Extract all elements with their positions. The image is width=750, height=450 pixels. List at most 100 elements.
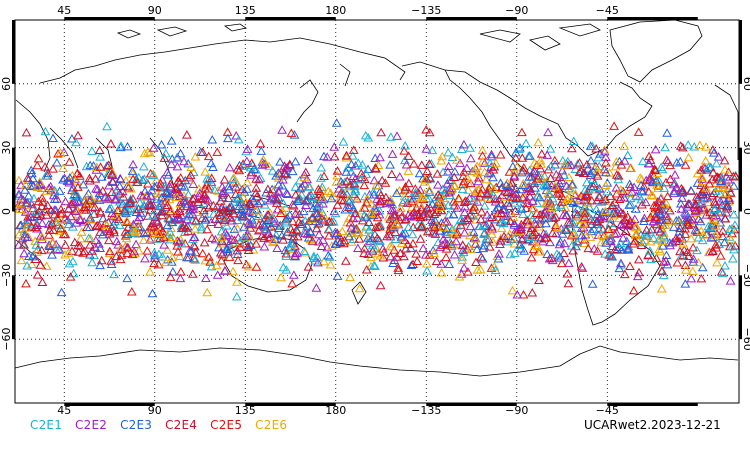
- obs-point-c2e1: [363, 132, 374, 142]
- obs-point-c2e6: [31, 247, 42, 256]
- obs-point-c2e1: [355, 174, 365, 184]
- obs-point-c2e1: [49, 185, 60, 195]
- obs-point-c2e6: [346, 237, 357, 246]
- obs-point-c2e6: [570, 189, 581, 198]
- obs-point-c2e5: [251, 239, 262, 248]
- obs-point-c2e5: [287, 216, 298, 226]
- obs-point-c2e4: [536, 149, 547, 158]
- obs-point-c2e6: [172, 192, 182, 202]
- obs-point-c2e5: [145, 168, 156, 178]
- obs-point-c2e1: [165, 234, 176, 244]
- obs-point-c2e5: [33, 196, 44, 206]
- obs-point-c2e3: [346, 200, 357, 210]
- obs-point-c2e5: [107, 187, 117, 197]
- obs-point-c2e1: [330, 208, 341, 218]
- obs-point-c2e2: [314, 236, 324, 246]
- obs-point-c2e5: [286, 128, 297, 137]
- obs-point-c2e2: [227, 215, 237, 225]
- obs-point-c2e5: [142, 246, 153, 255]
- obs-point-c2e5: [715, 251, 726, 260]
- obs-point-c2e3: [242, 184, 252, 193]
- obs-point-c2e4: [386, 169, 397, 178]
- obs-point-c2e1: [545, 144, 556, 153]
- obs-point-c2e6: [14, 229, 24, 239]
- obs-point-c2e3: [122, 273, 133, 283]
- obs-point-c2e6: [472, 161, 483, 170]
- obs-point-c2e5: [291, 225, 302, 234]
- obs-point-c2e6: [477, 156, 488, 166]
- obs-point-c2e2: [512, 290, 523, 299]
- obs-point-c2e3: [662, 128, 672, 137]
- obs-point-c2e2: [486, 149, 497, 159]
- obs-point-c2e2: [111, 236, 122, 246]
- obs-point-c2e1: [605, 233, 615, 243]
- obs-point-c2e3: [729, 181, 739, 190]
- obs-point-c2e6: [435, 202, 446, 211]
- obs-point-c2e1: [315, 173, 326, 182]
- obs-point-c2e1: [540, 181, 551, 191]
- obs-point-c2e4: [433, 190, 444, 199]
- obs-point-c2e5: [410, 184, 421, 193]
- obs-point-c2e3: [223, 133, 233, 143]
- obs-point-c2e4: [187, 194, 198, 203]
- obs-point-c2e5: [60, 229, 71, 239]
- obs-point-c2e1: [54, 245, 64, 255]
- obs-point-c2e3: [252, 204, 262, 214]
- obs-point-c2e5: [665, 174, 676, 183]
- obs-point-c2e1: [485, 158, 495, 168]
- obs-point-c2e6: [153, 228, 164, 238]
- obs-point-c2e1: [238, 161, 249, 170]
- obs-point-c2e4: [618, 186, 628, 195]
- obs-point-c2e2: [481, 189, 492, 199]
- obs-point-c2e4: [561, 225, 572, 234]
- obs-point-c2e2: [290, 248, 301, 258]
- obs-point-c2e2: [217, 249, 228, 259]
- obs-point-c2e5: [638, 181, 649, 191]
- obs-point-c2e5: [103, 235, 114, 245]
- obs-point-c2e6: [665, 216, 676, 226]
- obs-point-c2e5: [359, 180, 370, 190]
- obs-point-c2e2: [224, 162, 235, 172]
- obs-point-c2e3: [330, 238, 341, 248]
- obs-point-c2e1: [348, 234, 359, 244]
- obs-point-c2e2: [166, 159, 177, 169]
- obs-point-c2e2: [698, 202, 708, 212]
- obs-point-c2e1: [165, 227, 175, 237]
- obs-point-c2e5: [212, 147, 223, 156]
- obs-point-c2e2: [436, 259, 447, 268]
- obs-point-c2e4: [677, 185, 688, 194]
- obs-point-c2e6: [399, 191, 410, 201]
- obs-point-c2e6: [703, 247, 714, 257]
- obs-point-c2e3: [318, 194, 329, 204]
- obs-point-c2e6: [577, 214, 587, 224]
- obs-point-c2e2: [650, 144, 661, 154]
- obs-point-c2e6: [615, 185, 626, 194]
- obs-point-c2e4: [707, 174, 718, 184]
- obs-point-c2e1: [152, 234, 162, 243]
- obs-point-c2e5: [21, 278, 31, 288]
- obs-point-c2e4: [505, 216, 516, 225]
- obs-point-c2e6: [232, 223, 243, 233]
- obs-point-c2e4: [629, 236, 640, 245]
- obs-point-c2e2: [558, 210, 569, 220]
- obs-point-c2e6: [162, 245, 173, 254]
- obs-point-c2e4: [81, 205, 92, 214]
- obs-point-c2e4: [545, 173, 556, 182]
- obs-point-c2e4: [634, 267, 644, 277]
- obs-point-c2e1: [559, 170, 569, 179]
- obs-point-c2e5: [23, 217, 34, 226]
- obs-point-c2e2: [74, 214, 85, 224]
- obs-point-c2e5: [437, 240, 448, 249]
- obs-point-c2e1: [196, 222, 207, 231]
- obs-point-c2e6: [14, 175, 24, 185]
- obs-point-c2e2: [273, 187, 284, 197]
- obs-point-c2e4: [329, 151, 340, 161]
- obs-point-c2e3: [122, 141, 133, 151]
- obs-point-c2e5: [645, 212, 656, 221]
- obs-point-c2e4: [547, 228, 558, 237]
- obs-point-c2e4: [526, 186, 536, 196]
- obs-point-c2e2: [459, 139, 469, 149]
- obs-point-c2e1: [645, 227, 655, 236]
- obs-point-c2e6: [133, 245, 144, 255]
- obs-point-c2e3: [47, 250, 57, 259]
